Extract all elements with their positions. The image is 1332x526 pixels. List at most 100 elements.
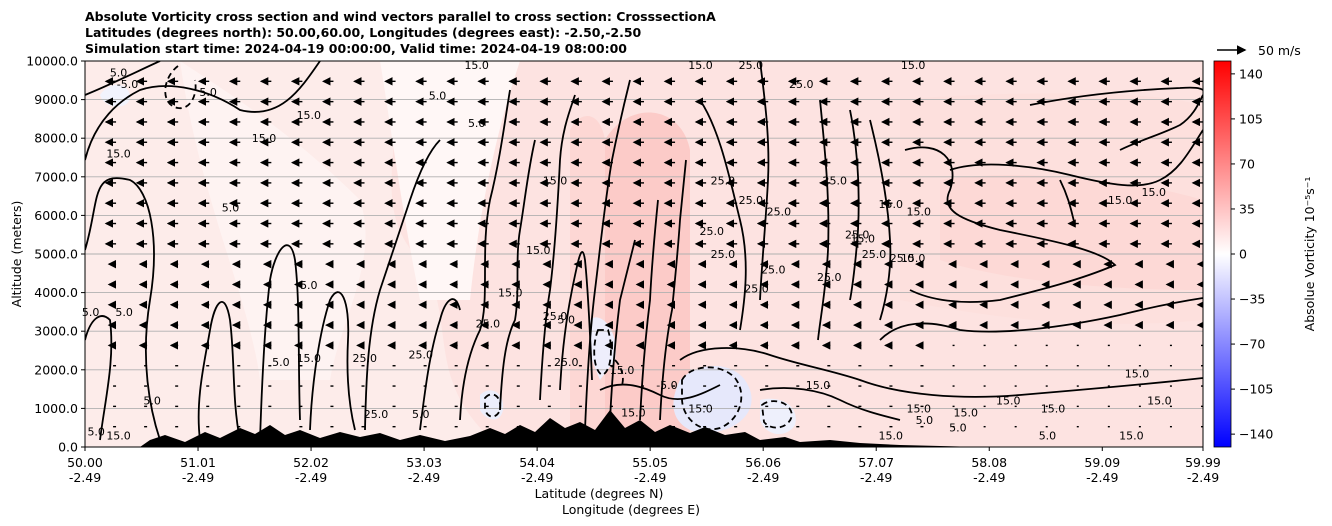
colorbar-tick-label: −105	[1239, 382, 1273, 397]
wind-vectors	[104, 77, 1203, 428]
colorbar: 140 105 70 35 0 −35 −70 −105 −140 Absolue Vortic…	[1213, 60, 1317, 448]
contour-label: 25.0	[789, 78, 814, 91]
quiver-key: 50 m/s	[1217, 43, 1301, 58]
colorbar-ticks: 140 105 70 35 0 −35 −70 −105 −140	[1231, 66, 1273, 442]
contour-label: 15.0	[901, 59, 926, 72]
contour-label: 15.0	[996, 395, 1021, 408]
contour-label: 25.0	[699, 225, 724, 238]
contour-label: 15.0	[106, 148, 131, 161]
quiver-key-label: 50 m/s	[1258, 43, 1301, 58]
contour-label: 5.0	[300, 279, 318, 292]
y-tick-label: 7000.0	[34, 169, 78, 184]
colorbar-tick-label: 0	[1239, 247, 1247, 262]
terrain	[140, 410, 980, 447]
y-tick-label: 10000.0	[26, 54, 78, 69]
contour-label: 25.0	[554, 356, 579, 369]
contour-label: -5.0	[656, 379, 677, 392]
x-tick-label-lat: 58.08	[971, 455, 1007, 470]
colorbar-label: Absolue Vorticity 10⁻⁵s⁻¹	[1302, 177, 1317, 332]
contour-label: 25.0	[739, 59, 764, 72]
x-tick-label-lat: 54.04	[519, 455, 555, 470]
contour-label: 5.0	[916, 414, 934, 427]
x-tick-label-lon: -2.49	[1187, 470, 1219, 485]
contour-label: 15.0	[464, 59, 489, 72]
contour-label: 15.0	[1041, 402, 1066, 415]
contour-label: 15.0	[610, 364, 635, 377]
x-tick-label-lon: -2.49	[860, 470, 892, 485]
x-tick-label-lon: -2.49	[521, 470, 553, 485]
contour-label: 5.0	[87, 426, 105, 439]
contour-label: 25.0	[862, 248, 887, 261]
contour-label: 15.0	[1108, 194, 1133, 207]
contour-label: 5.0	[110, 67, 128, 80]
x-tick-label-lon: -2.49	[295, 470, 327, 485]
contour-label: 15.0	[621, 406, 646, 419]
x-tick-label-lon: -2.49	[973, 470, 1005, 485]
x-tick-label-lon: -2.49	[634, 470, 666, 485]
contour-label: 25.0	[767, 206, 792, 219]
contour-label: 5.0	[199, 86, 217, 99]
contour-label: 25.0	[711, 248, 736, 261]
contour-label: 15.0	[901, 252, 926, 265]
contour-label: 25.0	[739, 194, 764, 207]
y-axis: 0.0 1000.0 2000.0 3000.0 4000.0 5000.0 6000.0 7…	[26, 54, 85, 455]
colorbar-tick-label: 35	[1239, 201, 1255, 216]
colorbar-tick-label: −70	[1239, 337, 1265, 352]
contour-labels: 5.0-5.015.05.015.015.05.05.05.0 5.015.05.…	[82, 59, 1172, 443]
contour-label: 25.0	[823, 175, 848, 188]
contour-label: 15.0	[1119, 429, 1144, 442]
contour-label: 15.0	[106, 429, 131, 442]
y-tick-label: 9000.0	[34, 92, 78, 107]
contour-label: 5.0	[272, 356, 290, 369]
contour-label: 15.0	[1125, 368, 1150, 381]
x-axis-label-lon: Longitude (degrees E)	[562, 502, 700, 517]
y-tick-label: 6000.0	[34, 208, 78, 223]
x-tick-label-lat: 59.99	[1185, 455, 1221, 470]
chart-title-line-1: Absolute Vorticity cross section and win…	[85, 9, 716, 24]
contour-label: 5.0	[82, 306, 100, 319]
colorbar-tick-label: 140	[1239, 66, 1263, 81]
contour-label: 25.0	[890, 252, 915, 265]
x-tick-label-lat: 52.02	[293, 455, 329, 470]
colorbar-tick-label: −140	[1239, 427, 1273, 442]
contour-label: 5.0	[557, 314, 575, 327]
y-tick-label: 3000.0	[34, 324, 78, 339]
x-tick-label-lat: 57.07	[858, 455, 894, 470]
contour-label: 5.0	[949, 422, 967, 435]
x-tick-label-lat: 53.03	[406, 455, 442, 470]
contour-label: 15.0	[543, 175, 568, 188]
y-tick-label: 0.0	[58, 440, 78, 455]
colorbar-tick-label: 70	[1239, 156, 1255, 171]
negative-contours	[164, 65, 793, 431]
contour-label: 15.0	[879, 429, 904, 442]
contour-label: 15.0	[1147, 395, 1172, 408]
colorbar-tick-label: 105	[1239, 111, 1263, 126]
chart-title-line-3: Simulation start time: 2024-04-19 00:00:…	[85, 41, 627, 56]
contour-label: 25.0	[408, 348, 433, 361]
contour-label: 25.0	[543, 310, 568, 323]
contour-label: 25.0	[476, 317, 501, 330]
contour-label: 15.0	[252, 132, 277, 145]
x-tick-label-lon: -2.49	[1086, 470, 1118, 485]
x-tick-label-lon: -2.49	[747, 470, 779, 485]
contour-label: 5.0	[1039, 429, 1057, 442]
x-tick-label-lat: 56.06	[745, 455, 781, 470]
contour-label: 25.0	[711, 175, 736, 188]
x-tick-label-lon: -2.49	[69, 470, 101, 485]
contour-label: 15.0	[906, 402, 931, 415]
contour-label: 15.0	[688, 59, 713, 72]
contour-label: 5.0	[143, 395, 161, 408]
colorbar-gradient	[1213, 60, 1232, 448]
y-tick-label: 4000.0	[34, 285, 78, 300]
contour-label: 25.0	[364, 408, 389, 421]
contour-label: 15.0	[526, 244, 551, 257]
contour-label: 5.0	[115, 306, 133, 319]
x-tick-label-lat: 51.01	[180, 455, 216, 470]
y-tick-label: 8000.0	[34, 131, 78, 146]
x-tick-label-lat: 55.05	[632, 455, 668, 470]
y-axis-label: Altitude (meters)	[9, 201, 24, 308]
contour-label: 15.0	[906, 206, 931, 219]
x-axis: 50.00-2.4951.01-2.4952.02-2.4953.03-2.49…	[67, 447, 1221, 485]
contour-label: 15.0	[297, 352, 322, 365]
contour-label: 15.0	[498, 287, 523, 300]
